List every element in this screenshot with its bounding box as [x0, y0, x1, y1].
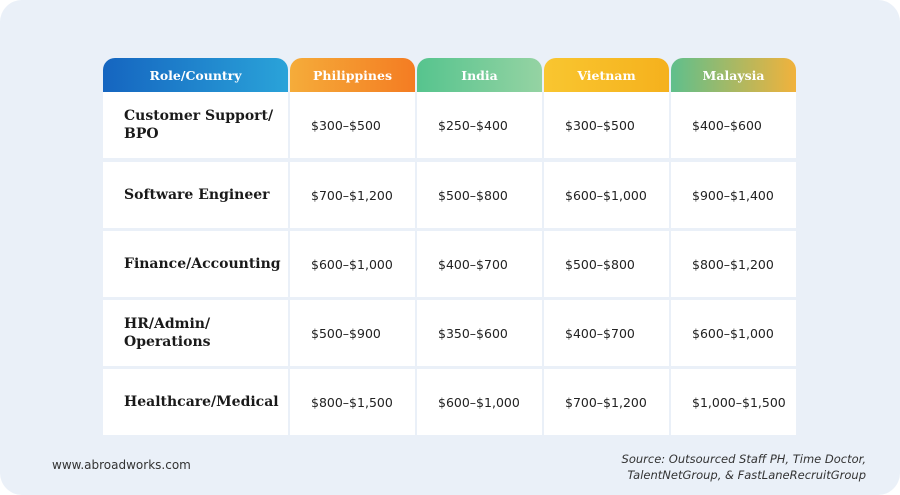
value-cell: $250–$400 [417, 92, 542, 158]
website: www.abroadworks.com [52, 458, 191, 472]
header-cell: Role/Country [103, 58, 288, 92]
header-cell: India [417, 58, 542, 92]
value-cell: $600–$1,000 [290, 231, 415, 297]
value-cell: $900–$1,400 [671, 162, 796, 228]
header-cell: Philippines [290, 58, 415, 92]
role-cell-text: Healthcare/Medical [124, 394, 279, 410]
role-cell: Healthcare/Medical [103, 369, 288, 435]
value-cell: $800–$1,200 [671, 231, 796, 297]
value-cell: $400–$600 [671, 92, 796, 158]
role-cell-text: Customer Support/ BPO [124, 108, 274, 142]
value-cell: $600–$1,000 [671, 300, 796, 366]
header-cell: Vietnam [544, 58, 669, 92]
value-cell: $500–$900 [290, 300, 415, 366]
value-cell: $400–$700 [544, 300, 669, 366]
role-cell: Software Engineer [103, 162, 288, 228]
value-cell: $500–$800 [417, 162, 542, 228]
value-cell: $350–$600 [417, 300, 542, 366]
value-cell: $400–$700 [417, 231, 542, 297]
value-cell: $700–$1,200 [290, 162, 415, 228]
value-cell: $600–$1,000 [417, 369, 542, 435]
value-cell: $700–$1,200 [544, 369, 669, 435]
value-cell: $600–$1,000 [544, 162, 669, 228]
value-cell: $500–$800 [544, 231, 669, 297]
role-cell: Finance/Accounting [103, 231, 288, 297]
value-cell: $300–$500 [290, 92, 415, 158]
role-cell-text: Finance/Accounting [124, 256, 281, 272]
value-cell: $800–$1,500 [290, 369, 415, 435]
header-cell: Malaysia [671, 58, 796, 92]
value-cell: $1,000–$1,500 [671, 369, 796, 435]
role-cell-text: Software Engineer [124, 187, 270, 203]
value-cell: $300–$500 [544, 92, 669, 158]
role-cell: HR/Admin/ Operations [103, 300, 288, 366]
role-cell: Customer Support/ BPO [103, 92, 288, 158]
role-cell-text: HR/Admin/ Operations [124, 316, 211, 350]
source-note: Source: Outsourced Staff PH, Time Doctor… [621, 452, 866, 482]
